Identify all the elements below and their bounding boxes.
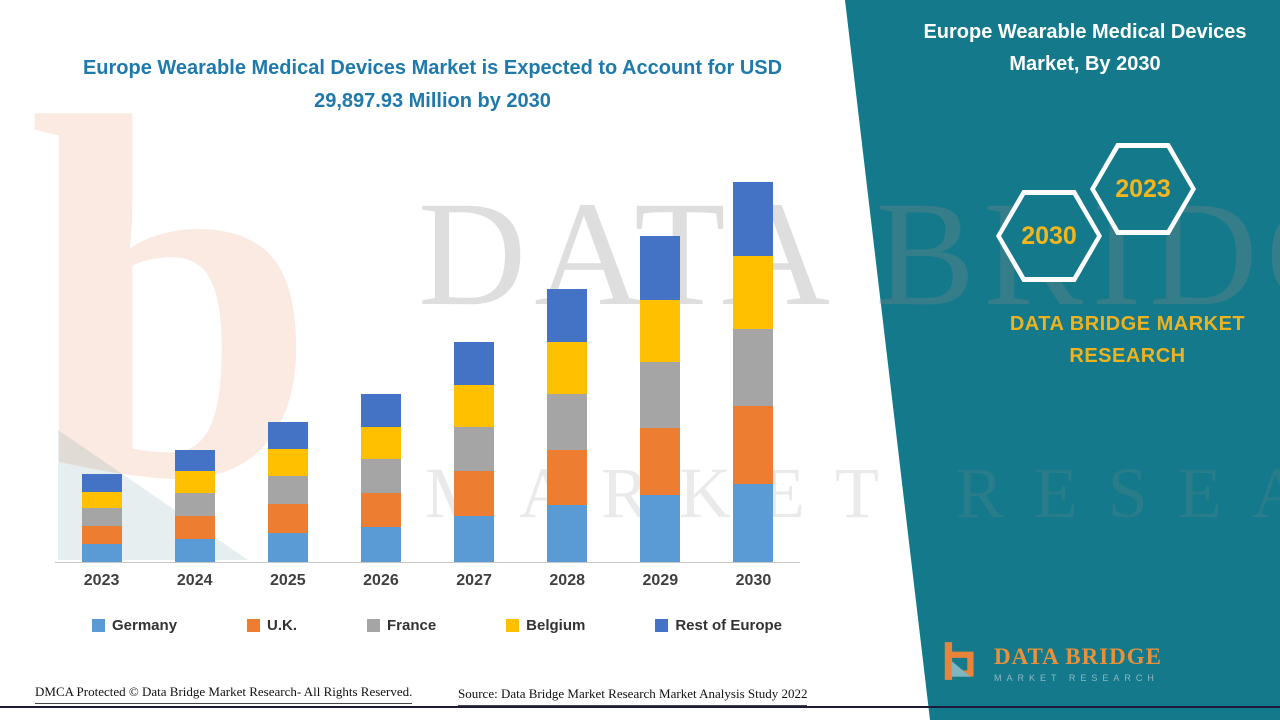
bar-segment-germany-2027 <box>454 516 495 562</box>
bar-slot-2027 <box>428 183 521 562</box>
chart-title: Europe Wearable Medical Devices Market i… <box>82 57 783 112</box>
x-axis-label-2028: 2028 <box>549 572 585 589</box>
x-axis-label-2026: 2026 <box>363 572 399 589</box>
bar-segment-germany-2028 <box>547 505 588 562</box>
stacked-bar-2026 <box>360 394 401 562</box>
bar-segment-belgium-2025 <box>267 448 308 476</box>
bar-segment-germany-2030 <box>733 483 774 562</box>
bar-segment-germany-2026 <box>360 527 401 562</box>
legend-item-rest-of-europe: Rest of Europe <box>655 617 782 634</box>
legend-swatch <box>366 619 380 632</box>
x-axis-label-2025: 2025 <box>270 572 306 589</box>
bar-segment-belgium-2026 <box>360 426 401 459</box>
bar-segment-u-k--2028 <box>547 449 588 506</box>
bar-segment-germany-2025 <box>267 532 308 562</box>
bottom-divider <box>0 706 1280 708</box>
bar-segment-france-2023 <box>81 508 122 526</box>
bar-segment-france-2030 <box>733 329 774 407</box>
bar-segment-u-k--2024 <box>174 515 215 539</box>
legend-item-u-k-: U.K. <box>247 617 297 634</box>
bar-segment-u-k--2026 <box>360 492 401 528</box>
x-axis-labels: 2023 2024 2025 2026 2027 2028 2029 2030 <box>55 572 800 590</box>
plot-area <box>55 182 800 563</box>
legend-swatch <box>506 619 520 632</box>
bar-segment-u-k--2027 <box>454 471 495 517</box>
legend-item-belgium: Belgium <box>506 617 585 634</box>
bar-segment-germany-2023 <box>81 543 122 562</box>
legend-label: Belgium <box>526 617 586 634</box>
bar-segment-france-2025 <box>267 475 308 505</box>
bar-segment-u-k--2023 <box>81 525 122 544</box>
stacked-bar-2023 <box>81 474 122 562</box>
bar-segment-belgium-2024 <box>174 471 215 493</box>
stacked-bar-2025 <box>267 421 308 562</box>
bar-slot-2028 <box>521 183 614 562</box>
bar-segment-rest-of-europe-2023 <box>81 474 122 492</box>
bar-slot-2026 <box>334 183 427 562</box>
bar-segment-france-2024 <box>174 492 215 516</box>
bar-slot-2025 <box>241 183 334 562</box>
x-axis-label-2027: 2027 <box>456 572 492 589</box>
legend-swatch <box>655 619 669 632</box>
bar-segment-rest-of-europe-2030 <box>733 182 774 256</box>
bar-slot-2024 <box>148 183 241 562</box>
bar-segment-france-2029 <box>640 361 681 428</box>
stacked-bar-2027 <box>454 342 495 562</box>
x-axis-label-2023: 2023 <box>83 572 120 589</box>
bar-segment-germany-2029 <box>640 494 681 562</box>
legend-swatch <box>247 619 261 632</box>
dmca-notice: DMCA Protected © Data Bridge Market Rese… <box>35 684 413 704</box>
bar-segment-u-k--2029 <box>640 427 681 495</box>
legend-label: Rest of Europe <box>675 617 782 634</box>
stacked-bar-2030 <box>733 182 774 562</box>
x-axis-label-2029: 2029 <box>642 572 679 589</box>
bar-segment-rest-of-europe-2026 <box>360 394 401 427</box>
bar-segment-belgium-2028 <box>547 342 588 395</box>
bar-slot-2030 <box>707 182 800 562</box>
stacked-bar-2028 <box>547 289 588 562</box>
bar-segment-rest-of-europe-2028 <box>547 289 588 343</box>
bar-segment-rest-of-europe-2027 <box>454 342 495 385</box>
legend-label: Germany <box>112 617 178 634</box>
legend-swatch <box>92 619 105 632</box>
bar-segment-rest-of-europe-2024 <box>174 449 215 472</box>
stacked-bar-2029 <box>640 236 681 562</box>
x-axis-label-2024: 2024 <box>176 572 213 589</box>
legend-item-france: France <box>366 617 437 634</box>
source-note: Source: Data Bridge Market Research Mark… <box>458 686 808 706</box>
bar-segment-france-2026 <box>360 458 401 493</box>
bar-segment-u-k--2025 <box>267 504 308 533</box>
bar-slot-2023 <box>55 183 148 562</box>
bar-segment-u-k--2030 <box>733 406 774 484</box>
bar-segment-belgium-2029 <box>640 299 681 362</box>
bar-segment-france-2028 <box>547 394 588 450</box>
legend-label: France <box>386 617 437 634</box>
x-axis-label-2030: 2030 <box>735 572 772 589</box>
legend-item-germany: Germany <box>92 617 177 634</box>
legend-label: U.K. <box>267 617 298 634</box>
bar-segment-rest-of-europe-2029 <box>640 236 681 300</box>
stacked-bar-2024 <box>174 449 215 562</box>
bar-segment-france-2027 <box>454 426 495 472</box>
legend: Germany U.K. France Belgium Rest of Europe <box>92 617 782 634</box>
bar-segment-germany-2024 <box>174 538 215 562</box>
bar-segment-belgium-2027 <box>454 384 495 427</box>
bar-segment-belgium-2030 <box>733 255 774 330</box>
bar-segment-belgium-2023 <box>81 491 122 509</box>
bar-slot-2029 <box>614 183 707 562</box>
bar-segment-rest-of-europe-2025 <box>267 421 308 449</box>
